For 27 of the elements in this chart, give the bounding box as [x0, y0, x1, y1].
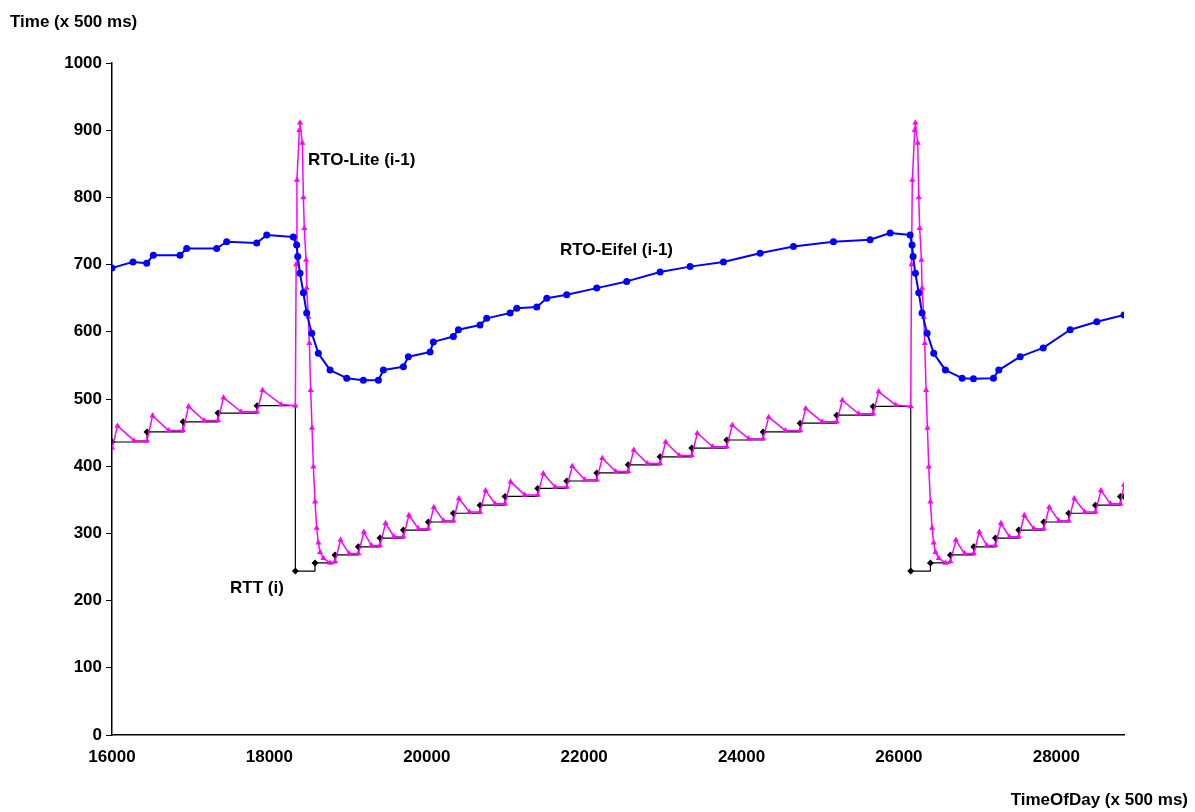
x-tick-label: 26000: [875, 746, 923, 766]
series-label: RTO-Lite (i-1): [308, 149, 416, 169]
series-label: RTO-Eifel (i-1): [560, 239, 674, 259]
x-tick-label: 24000: [717, 746, 766, 766]
x-tick-label: 18000: [245, 746, 294, 766]
y-tick-label: 1000: [64, 52, 102, 72]
series-label: RTT (i): [230, 577, 284, 597]
y-tick-label: 800: [73, 187, 102, 207]
y-tick-label: 400: [73, 455, 102, 475]
y-tick-label: 200: [73, 590, 102, 610]
y-tick-label: 600: [73, 321, 102, 341]
point: [926, 559, 934, 567]
y-tick-label: 900: [73, 119, 102, 139]
y-tick-label: 100: [73, 657, 102, 677]
x-tick-label: 20000: [403, 746, 451, 766]
y-tick-label: 0: [92, 724, 102, 744]
x-tick-label: 16000: [88, 746, 136, 766]
x-tick-label: 22000: [560, 746, 608, 766]
y-tick-label: 300: [73, 523, 102, 543]
x-tick-label: 28000: [1032, 746, 1080, 766]
y-tick-label: 500: [73, 388, 102, 408]
y-tick-label: 700: [73, 254, 102, 274]
point: [291, 567, 299, 575]
point: [311, 559, 319, 567]
point: [907, 567, 915, 575]
y-axis-title: Time (x 500 ms): [10, 11, 138, 31]
x-axis-title: TimeOfDay (x 500 ms): [1010, 789, 1188, 809]
